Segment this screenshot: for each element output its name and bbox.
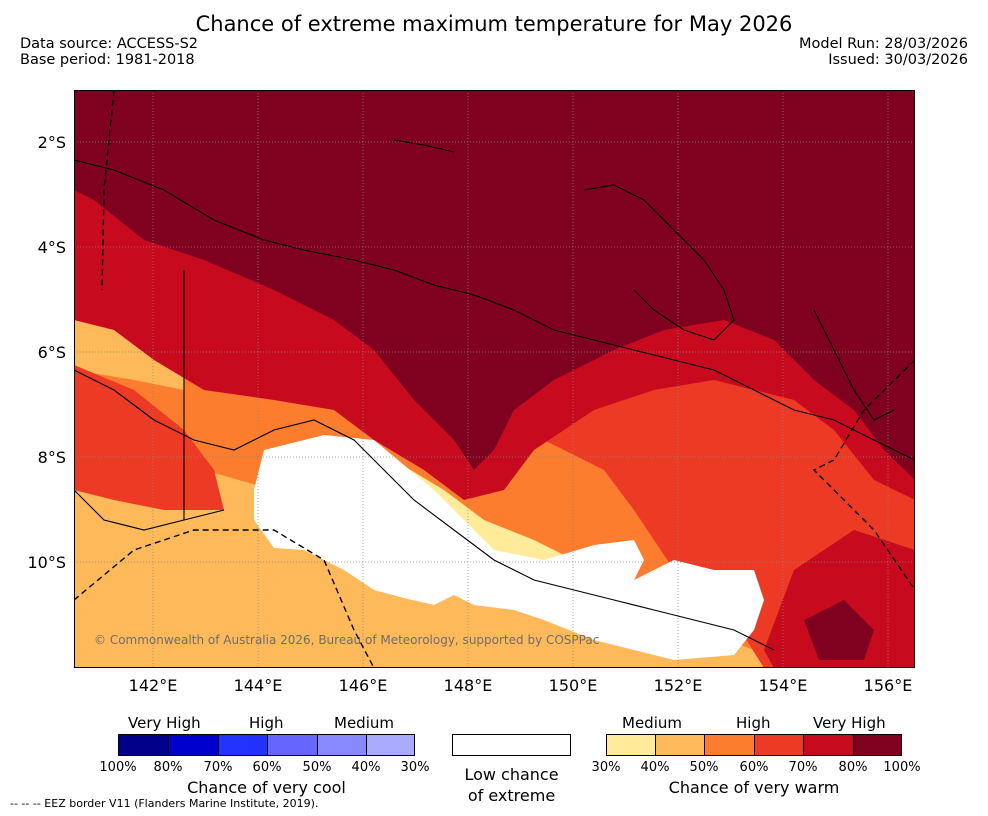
cool-swatch-60-70 (218, 734, 267, 756)
cool-category-very-high: Very High (128, 714, 201, 732)
lon-label-150e: 150°E (548, 676, 598, 695)
low-chance-caption: Low chance of extreme (432, 764, 591, 806)
cool-tick: 100% (99, 760, 137, 775)
cool-swatch-50-60 (267, 734, 317, 756)
warm-swatch-80-100 (853, 734, 902, 756)
warm-swatch-30-40 (606, 734, 655, 756)
zone-80-100 (74, 90, 915, 480)
lon-label-142e: 142°E (128, 676, 178, 695)
low-chance-swatch (452, 734, 571, 756)
cool-tick: 60% (252, 760, 282, 775)
cool-tick: 50% (302, 760, 332, 775)
meta-right: Model Run: 28/03/2026 Issued: 30/03/2026 (799, 36, 968, 68)
eez-footer-note: -- -- -- EEZ border V11 (Flanders Marine… (10, 797, 319, 810)
warm-swatch-60-70 (754, 734, 803, 756)
warm-tick: 70% (788, 760, 818, 775)
lon-label-144e: 144°E (233, 676, 283, 695)
warm-caption: Chance of very warm (668, 778, 840, 797)
cool-tick: 70% (203, 760, 233, 775)
forecast-map (74, 90, 915, 668)
cool-category-medium: Medium (334, 714, 394, 732)
issued-date: Issued: 30/03/2026 (828, 52, 968, 68)
zone-70-80-southeast (764, 530, 915, 668)
copyright-notice: © Commonwealth of Australia 2026, Bureau… (94, 633, 600, 647)
cool-swatch-30-40 (366, 734, 415, 756)
lat-label-10s: 10°S (27, 553, 66, 572)
low-chance-caption-line2: of extreme (467, 786, 556, 805)
warm-category-very-high: Very High (813, 714, 886, 732)
lon-label-154e: 154°E (758, 676, 808, 695)
cool-tick: 30% (400, 760, 430, 775)
lon-label-156e: 156°E (863, 676, 913, 695)
data-source: Data source: ACCESS-S2 (20, 36, 199, 52)
lat-label-8s: 8°S (37, 448, 66, 467)
chart-title: Chance of extreme maximum temperature fo… (195, 12, 793, 36)
cool-tick: 40% (351, 760, 381, 775)
lat-label-2s: 2°S (37, 133, 66, 152)
warm-tick: 30% (591, 760, 621, 775)
zone-60-70-west (74, 365, 224, 510)
warm-tick: 80% (838, 760, 868, 775)
cool-swatch-70-80 (168, 734, 218, 756)
low-chance-caption-line1: Low chance (464, 765, 559, 784)
lat-label-4s: 4°S (37, 238, 66, 257)
zone-low-chance (254, 435, 764, 660)
warm-tick: 100% (883, 760, 921, 775)
meta-left: Data source: ACCESS-S2 Base period: 1981… (20, 36, 198, 68)
cool-tick: 80% (153, 760, 183, 775)
warm-swatch-40-50 (655, 734, 704, 756)
cool-category-high: High (249, 714, 284, 732)
lat-label-6s: 6°S (37, 343, 66, 362)
warm-category-high: High (736, 714, 771, 732)
warm-tick: 60% (739, 760, 769, 775)
lon-label-148e: 148°E (443, 676, 493, 695)
base-period: Base period: 1981-2018 (20, 52, 195, 68)
warm-swatch-70-80 (803, 734, 853, 756)
cool-swatch-80-100 (118, 734, 168, 756)
warm-tick: 40% (640, 760, 670, 775)
warm-tick: 50% (689, 760, 719, 775)
lon-label-152e: 152°E (653, 676, 703, 695)
cool-caption: Chance of very cool (187, 778, 346, 797)
zone-80-100-southeast (804, 600, 874, 660)
warm-category-medium: Medium (622, 714, 682, 732)
cool-swatch-40-50 (317, 734, 366, 756)
lon-label-146e: 146°E (338, 676, 388, 695)
model-run: Model Run: 28/03/2026 (798, 36, 968, 52)
warm-swatch-50-60 (704, 734, 754, 756)
